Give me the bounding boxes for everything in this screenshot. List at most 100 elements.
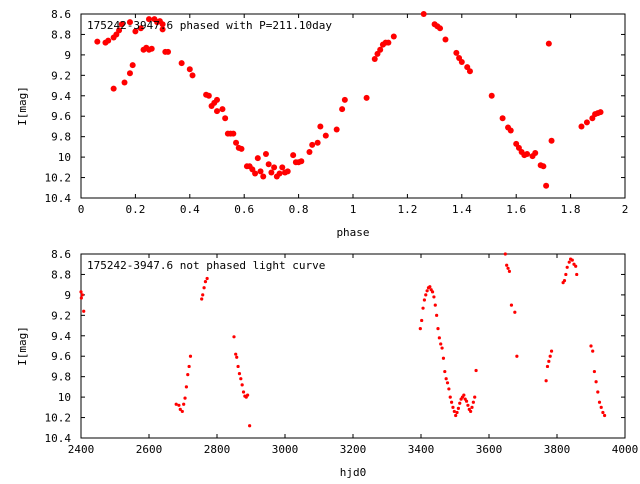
data-point <box>200 297 204 301</box>
data-point <box>499 115 506 122</box>
data-point <box>214 96 220 103</box>
data-point <box>178 60 185 67</box>
data-point <box>547 359 551 363</box>
plot-frame <box>80 13 626 199</box>
data-point <box>385 39 392 46</box>
data-point <box>248 424 252 428</box>
data-point <box>341 96 348 103</box>
data-point <box>79 290 83 294</box>
data-point <box>186 373 190 377</box>
data-point <box>290 152 297 159</box>
data-point <box>548 354 552 358</box>
data-point <box>433 303 437 307</box>
y-tick-label: 9 <box>64 289 71 302</box>
y-axis-label: I[mag] <box>16 326 29 366</box>
data-point <box>458 401 462 405</box>
data-point <box>432 295 436 299</box>
data-point <box>437 336 441 340</box>
data-point <box>565 265 569 269</box>
data-point <box>474 368 478 373</box>
data-point <box>451 405 455 409</box>
data-point <box>601 410 605 415</box>
data-point <box>418 327 422 331</box>
data-point <box>507 269 511 273</box>
data-point <box>430 290 435 294</box>
y-tick-label: 9.6 <box>51 110 71 123</box>
data-point <box>118 21 125 28</box>
data-point <box>473 395 477 399</box>
data-point <box>260 173 267 180</box>
data-point <box>363 94 370 101</box>
data-point <box>436 327 440 331</box>
data-point <box>322 132 329 139</box>
data-point <box>503 252 507 256</box>
data-point <box>79 296 83 300</box>
data-point <box>597 400 602 404</box>
data-point <box>421 306 425 310</box>
data-point <box>186 66 193 73</box>
data-point <box>440 346 444 350</box>
data-point <box>549 349 554 353</box>
data-point <box>420 318 424 323</box>
data-point <box>214 108 220 115</box>
data-point <box>180 409 184 414</box>
data-point <box>116 27 123 34</box>
data-point <box>233 139 240 146</box>
data-point <box>126 19 133 26</box>
data-point <box>570 258 574 262</box>
data-point <box>306 149 313 155</box>
x-tick-label: 0.8 <box>289 203 309 216</box>
data-point <box>203 280 208 284</box>
data-point <box>205 92 212 99</box>
y-tick-label: 10.4 <box>45 432 72 445</box>
chart-title: 175242-3947.6 phased with P=211.10day <box>87 19 332 32</box>
data-point <box>448 395 452 399</box>
data-point <box>466 403 470 407</box>
data-point <box>447 387 451 391</box>
data-point <box>178 407 182 411</box>
data-point <box>544 379 548 383</box>
y-tick-label: 8.8 <box>51 268 71 281</box>
unphased-light-curve-panel: 2400 2600 2800 3000 3200 3400 3600 3800 4000 8.6… <box>16 248 638 479</box>
data-point <box>333 126 340 133</box>
data-point <box>80 293 84 297</box>
y-tick-label: 9.4 <box>51 90 71 103</box>
x-tick-label: 2600 <box>136 443 163 456</box>
data-point <box>377 46 384 53</box>
data-point <box>238 145 245 152</box>
data-point <box>437 25 444 32</box>
data-point <box>469 409 473 414</box>
x-tick-label: 3600 <box>476 443 503 456</box>
data-point <box>165 48 172 55</box>
data-point <box>456 406 460 410</box>
data-point <box>513 310 517 314</box>
data-point <box>597 109 604 116</box>
data-point <box>219 106 226 113</box>
x-axis-ticks: 2400 2600 2800 3000 3200 3400 3600 3800 4000 <box>68 254 638 456</box>
data-point <box>515 354 519 358</box>
x-tick-label: 2400 <box>68 443 95 456</box>
chart-title: 175242-3947.6 not phased light curve <box>87 259 325 272</box>
y-tick-label: 8.8 <box>51 28 71 41</box>
data-point <box>470 405 474 409</box>
data-point <box>578 123 585 130</box>
y-tick-label: 9.8 <box>51 131 71 144</box>
x-tick-label: 3800 <box>544 443 571 456</box>
data-point <box>271 164 278 171</box>
data-point <box>132 28 139 35</box>
data-point <box>439 342 443 346</box>
data-point <box>284 168 291 175</box>
data-point <box>187 364 191 369</box>
data-point <box>507 127 514 134</box>
x-axis-ticks: 0 0.2 0.4 0.6 0.8 1 1.2 1.4 1.6 1.8 2 <box>78 14 628 216</box>
data-point <box>543 182 550 189</box>
x-axis-label: phase <box>336 226 369 239</box>
data-point <box>240 383 244 387</box>
phased-light-curve-panel: 0 0.2 0.4 0.6 0.8 1 1.2 1.4 1.6 1.8 2 8.6 8.8 9 9.2 9.… <box>16 8 628 239</box>
data-point <box>548 137 555 144</box>
x-tick-label: 0.6 <box>234 203 254 216</box>
data-points <box>79 252 607 428</box>
data-point <box>596 390 600 394</box>
data-point <box>339 106 346 113</box>
